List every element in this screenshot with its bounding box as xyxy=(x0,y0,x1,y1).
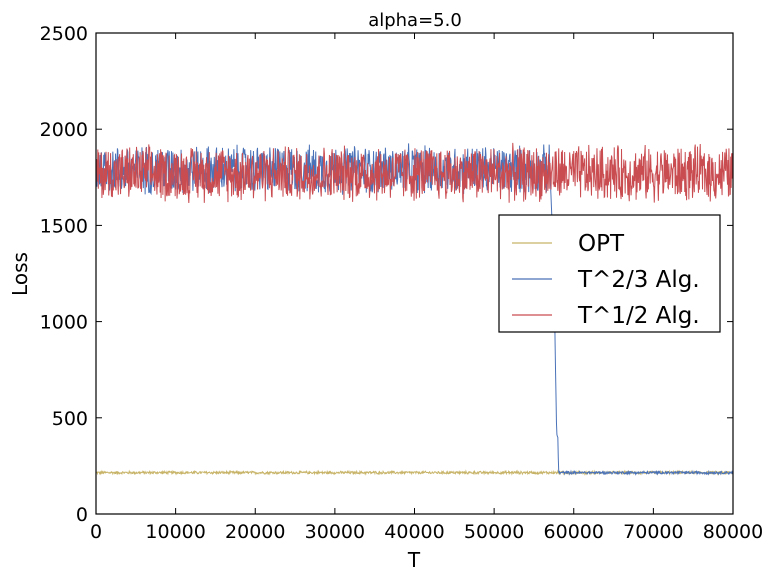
x-axis-label: T xyxy=(407,548,421,572)
y-tick-label: 500 xyxy=(52,408,88,430)
legend-label: T^2/3 Alg. xyxy=(577,267,700,293)
y-tick-label: 1500 xyxy=(40,215,88,237)
y-tick-label: 2500 xyxy=(40,23,88,45)
x-tick-label: 40000 xyxy=(384,521,444,543)
chart-title: alpha=5.0 xyxy=(368,10,462,31)
plot-lines xyxy=(95,142,734,476)
x-tick-label: 70000 xyxy=(623,521,683,543)
x-tick-label: 0 xyxy=(90,521,102,543)
x-tick-label: 30000 xyxy=(305,521,365,543)
y-tick-label: 1000 xyxy=(40,312,88,334)
y-tick-label: 0 xyxy=(76,504,88,526)
legend: OPT T^2/3 Alg. T^1/2 Alg. xyxy=(498,214,721,333)
y-axis-label: Loss xyxy=(8,252,32,296)
x-tick-label: 10000 xyxy=(145,521,205,543)
legend-label: T^1/2 Alg. xyxy=(577,303,700,329)
series-line-t-1-2-alg- xyxy=(95,142,734,203)
legend-label: OPT xyxy=(578,231,625,257)
x-tick-label: 80000 xyxy=(703,521,763,543)
legend-box xyxy=(498,214,721,333)
x-tick-label: 20000 xyxy=(225,521,285,543)
y-tick-label: 2000 xyxy=(40,119,88,141)
axis-ticks: 0 10000 20000 30000 40000 50000 60000 70000 8000… xyxy=(40,23,764,543)
x-tick-label: 50000 xyxy=(464,521,524,543)
x-tick-label: 60000 xyxy=(544,521,604,543)
